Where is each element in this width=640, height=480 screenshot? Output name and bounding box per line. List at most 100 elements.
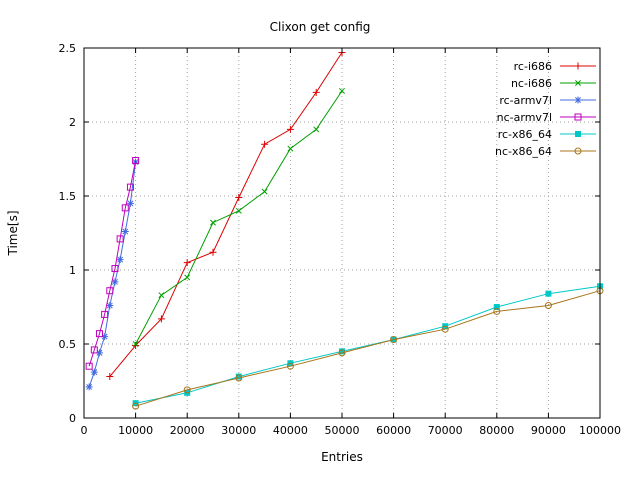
cross-marker-icon	[339, 87, 345, 94]
series-rc-x86_64	[132, 283, 603, 407]
plus-marker-icon	[261, 140, 269, 148]
open-square-marker-icon	[574, 113, 582, 121]
legend-label: rc-armv7l	[499, 94, 552, 107]
cross-marker-icon	[235, 207, 242, 214]
cross-marker-icon	[287, 145, 294, 152]
asterisk-marker-icon	[85, 383, 93, 391]
open-square-marker-icon	[121, 204, 129, 212]
open-square-marker-icon	[95, 330, 103, 338]
cross-marker-icon	[261, 188, 268, 195]
open-square-marker-icon	[132, 156, 140, 164]
y-tick-label: 1.5	[59, 190, 77, 203]
grid-lines	[83, 47, 601, 419]
filled-square-marker-icon	[493, 304, 500, 310]
series-rc-i686	[106, 48, 346, 381]
open-square-marker-icon	[106, 287, 114, 295]
y-tick-label: 0.5	[59, 338, 77, 351]
open-circle-marker-icon	[286, 362, 294, 370]
cross-marker-icon	[313, 126, 320, 133]
x-tick-label: 40000	[273, 424, 308, 437]
legend-item: rc-armv7l	[499, 94, 596, 107]
plus-marker-icon	[106, 373, 114, 381]
y-tick-label: 1	[69, 264, 76, 277]
open-square-marker-icon	[90, 346, 98, 354]
cross-marker-icon	[158, 292, 165, 299]
asterisk-marker-icon	[101, 333, 109, 341]
plus-marker-icon	[235, 193, 243, 201]
x-tick-label: 10000	[118, 424, 153, 437]
legend-item: rc-i686	[514, 60, 596, 73]
filled-square-marker-icon	[339, 348, 345, 355]
plus-marker-icon	[574, 62, 582, 70]
open-square-marker-icon	[111, 265, 119, 273]
series-nc-x86_64	[132, 287, 604, 410]
plus-marker-icon	[157, 315, 165, 323]
legend-item: rc-x86_64	[498, 128, 596, 141]
legend-item: nc-x86_64	[495, 145, 596, 158]
x-tick-label: 0	[81, 424, 88, 437]
open-square-marker-icon	[126, 183, 134, 191]
plot-frame	[83, 47, 601, 419]
legend-label: nc-i686	[511, 77, 552, 90]
legend: rc-i686 nc-i686 rc-armv7l nc-armv7l rc-x86_6…	[495, 60, 596, 158]
plus-marker-icon	[209, 248, 217, 256]
x-tick-label: 30000	[221, 424, 256, 437]
filled-square-marker-icon	[575, 131, 581, 137]
open-circle-marker-icon	[544, 302, 552, 310]
x-tick-label: 60000	[376, 424, 411, 437]
legend-label: rc-i686	[514, 60, 552, 73]
asterisk-marker-icon	[116, 256, 124, 264]
asterisk-marker-icon	[106, 302, 114, 310]
cross-marker-icon	[575, 80, 581, 86]
y-tick-label: 0	[69, 412, 76, 425]
series-rc-armv7l	[85, 158, 140, 391]
asterisk-marker-icon	[95, 349, 103, 357]
asterisk-marker-icon	[574, 96, 582, 104]
series-nc-armv7l	[85, 156, 140, 370]
asterisk-marker-icon	[90, 368, 98, 376]
open-circle-marker-icon	[493, 307, 501, 315]
y-axis-label: Time[s]	[6, 211, 20, 257]
legend-label: nc-armv7l	[497, 111, 552, 124]
x-tick-label: 20000	[170, 424, 205, 437]
legend-label: rc-x86_64	[498, 128, 552, 141]
legend-label: nc-x86_64	[495, 145, 552, 158]
asterisk-marker-icon	[126, 199, 134, 207]
open-circle-marker-icon	[390, 336, 398, 344]
series-line	[135, 290, 601, 407]
x-tick-label: 50000	[325, 424, 360, 437]
open-square-marker-icon	[85, 362, 93, 370]
cross-marker-icon	[132, 341, 139, 347]
tick-labels: 0 10000 20000 30000 40000 50000 60000 70000 8000…	[59, 42, 622, 437]
x-tick-label: 100000	[579, 424, 621, 437]
asterisk-marker-icon	[111, 278, 119, 286]
open-circle-marker-icon	[574, 147, 582, 155]
open-circle-marker-icon	[132, 402, 140, 410]
cross-marker-icon	[210, 219, 216, 226]
filled-square-marker-icon	[235, 373, 242, 380]
plus-marker-icon	[286, 125, 294, 133]
open-square-marker-icon	[116, 235, 124, 243]
asterisk-marker-icon	[121, 228, 129, 236]
x-axis-label: Entries	[321, 450, 363, 464]
x-tick-label: 70000	[428, 424, 463, 437]
y-tick-label: 2.5	[59, 42, 77, 55]
open-square-marker-icon	[101, 310, 109, 318]
series-nc-i686	[132, 87, 345, 347]
x-tick-label: 80000	[479, 424, 514, 437]
series-line	[88, 160, 137, 367]
cross-marker-icon	[184, 274, 191, 281]
legend-item: nc-i686	[511, 77, 596, 90]
open-circle-marker-icon	[441, 325, 449, 333]
series-line	[135, 285, 601, 404]
x-tick-label: 90000	[531, 424, 566, 437]
series-line	[109, 52, 343, 377]
open-circle-marker-icon	[235, 374, 243, 382]
data-series	[85, 48, 604, 410]
legend-item: nc-armv7l	[497, 111, 596, 124]
plus-marker-icon	[183, 259, 191, 267]
y-tick-label: 2	[69, 116, 76, 129]
chart-title: Clixon get config	[270, 20, 371, 34]
